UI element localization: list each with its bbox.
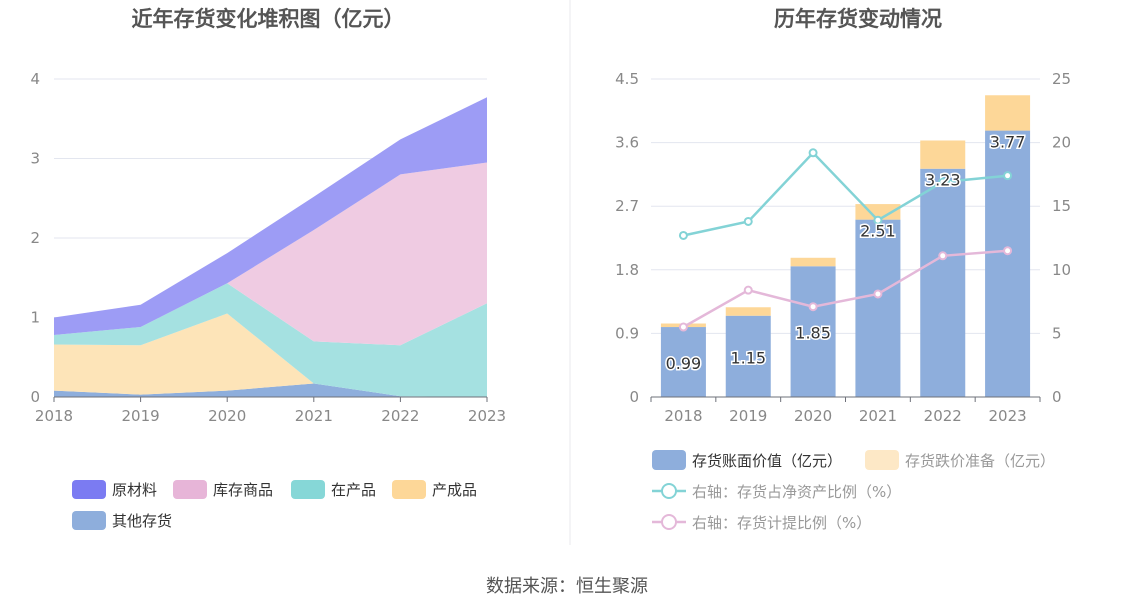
bar-impairment-provision xyxy=(985,95,1031,131)
right-x-tick-label: 2019 xyxy=(729,407,767,425)
right-y2-tick-label: 0 xyxy=(1052,388,1062,406)
line-point xyxy=(808,302,818,312)
right-x-tick-label: 2022 xyxy=(924,407,962,425)
bar-impairment-provision xyxy=(790,257,836,267)
line-point xyxy=(678,230,688,240)
left-x-tick-label: 2022 xyxy=(381,407,419,425)
left-y-tick-label: 1 xyxy=(30,309,40,327)
bar-value-label: 2.51 xyxy=(860,222,896,241)
right-y-tick-label: 1.8 xyxy=(615,261,639,279)
line-series-2 xyxy=(682,249,1008,329)
right-legend-item[interactable]: 存货账面价值（亿元） xyxy=(652,450,842,470)
bar-book-value xyxy=(855,219,901,397)
line-point xyxy=(938,251,948,261)
left-x-tick-label: 2023 xyxy=(468,407,506,425)
right-legend-item[interactable]: 存货跌价准备（亿元） xyxy=(865,450,1055,470)
line-series-1 xyxy=(683,150,1008,237)
bar-book-value xyxy=(985,130,1031,397)
area-series-4 xyxy=(54,162,487,346)
left-legend-item[interactable]: 产成品 xyxy=(392,480,477,499)
area-series-1 xyxy=(54,383,487,397)
right-legend-label: 右轴：存货计提比例（%） xyxy=(692,514,871,532)
right-legend-label: 存货账面价值（亿元） xyxy=(692,452,842,470)
right-legend-marker xyxy=(661,514,677,530)
bar-value-label: 3.77 xyxy=(990,133,1026,152)
left-x-tick-label: 2021 xyxy=(295,407,333,425)
left-legend-label: 原材料 xyxy=(112,481,157,499)
right-x-tick-label: 2021 xyxy=(859,407,897,425)
left-legend-label: 在产品 xyxy=(331,481,376,499)
source-note: 数据来源：恒生聚源 xyxy=(486,576,648,597)
line-point xyxy=(808,148,818,158)
left-x-tick-label: 2020 xyxy=(208,407,246,425)
right-legend-label: 右轴：存货占净资产比例（%） xyxy=(692,483,901,501)
left-x-tick-label: 2019 xyxy=(122,407,160,425)
left-legend-item[interactable]: 库存商品 xyxy=(173,480,273,499)
left-legend-swatch xyxy=(392,480,426,499)
bar-line-combo-chart: 历年存货变动情况 0.99 1.151.852.513.233.77 00.91.… xyxy=(615,7,1071,532)
right-legend-item[interactable]: 右轴：存货计提比例（%） xyxy=(652,514,871,532)
area-series-3 xyxy=(54,283,487,397)
left-legend-label: 产成品 xyxy=(432,481,477,499)
line-point xyxy=(1003,246,1013,256)
line-point xyxy=(873,215,883,225)
left-legend-label: 其他存货 xyxy=(112,512,172,530)
left-legend-swatch xyxy=(173,480,207,499)
bar-impairment-provision xyxy=(920,140,966,169)
right-legend-swatch xyxy=(865,450,899,470)
bar-value-label: 1.85 xyxy=(795,324,831,343)
right-x-tick-label: 2020 xyxy=(794,407,832,425)
bar-impairment-provision xyxy=(725,307,771,316)
line-point xyxy=(678,322,688,332)
area-series-5 xyxy=(54,97,487,335)
left-legend-item[interactable]: 其他存货 xyxy=(72,511,172,530)
left-y-tick-label: 3 xyxy=(30,150,40,168)
bar-book-value xyxy=(790,266,836,397)
left-legend-swatch xyxy=(72,480,106,499)
right-y-tick-label: 2.7 xyxy=(615,197,639,215)
bar-value-label: 1.15 xyxy=(730,348,766,367)
right-y2-tick-label: 20 xyxy=(1052,134,1071,152)
right-legend-swatch xyxy=(652,450,686,470)
right-y-tick-label: 4.5 xyxy=(615,70,639,88)
line-point xyxy=(743,285,753,295)
right-x-tick-label: 2018 xyxy=(664,407,702,425)
left-y-tick-label: 4 xyxy=(30,70,40,88)
line-point xyxy=(873,289,883,299)
line-point xyxy=(938,177,948,187)
right-legend-marker xyxy=(661,483,677,499)
left-legend-swatch xyxy=(291,480,325,499)
line-point xyxy=(1003,171,1013,181)
right-y-tick-label: 0.9 xyxy=(615,324,639,342)
right-y2-tick-label: 5 xyxy=(1052,324,1062,342)
left-y-tick-label: 2 xyxy=(30,229,40,247)
left-legend-item[interactable]: 原材料 xyxy=(72,480,157,499)
left-legend-item[interactable]: 在产品 xyxy=(291,480,376,499)
left-chart-title: 近年存货变化堆积图（亿元） xyxy=(132,7,405,31)
bar-book-value xyxy=(920,168,966,397)
right-legend-item[interactable]: 右轴：存货占净资产比例（%） xyxy=(652,483,901,501)
left-legend-label: 库存商品 xyxy=(213,481,273,499)
left-legend-swatch xyxy=(72,511,106,530)
right-y2-tick-label: 25 xyxy=(1052,70,1071,88)
line-point xyxy=(743,216,753,226)
right-y-tick-label: 0 xyxy=(629,388,639,406)
right-legend-label: 存货跌价准备（亿元） xyxy=(905,452,1055,470)
right-y2-tick-label: 15 xyxy=(1052,197,1071,215)
right-y-tick-label: 3.6 xyxy=(615,134,639,152)
bar-value-label: 0.99 xyxy=(666,354,702,373)
stacked-area-chart: 近年存货变化堆积图（亿元） 0 1 2 3 4 2018 2019 2020 2021 2022 2… xyxy=(30,7,506,530)
left-x-tick-label: 2018 xyxy=(35,407,73,425)
area-series-2 xyxy=(54,313,487,397)
bar-book-value xyxy=(725,315,771,397)
right-y2-tick-label: 10 xyxy=(1052,261,1071,279)
bar-book-value xyxy=(660,327,706,397)
left-y-tick-label: 0 xyxy=(30,388,40,406)
bar-value-label: 3.23 xyxy=(925,171,961,190)
right-chart-title: 历年存货变动情况 xyxy=(774,7,942,31)
right-x-tick-label: 2023 xyxy=(988,407,1026,425)
